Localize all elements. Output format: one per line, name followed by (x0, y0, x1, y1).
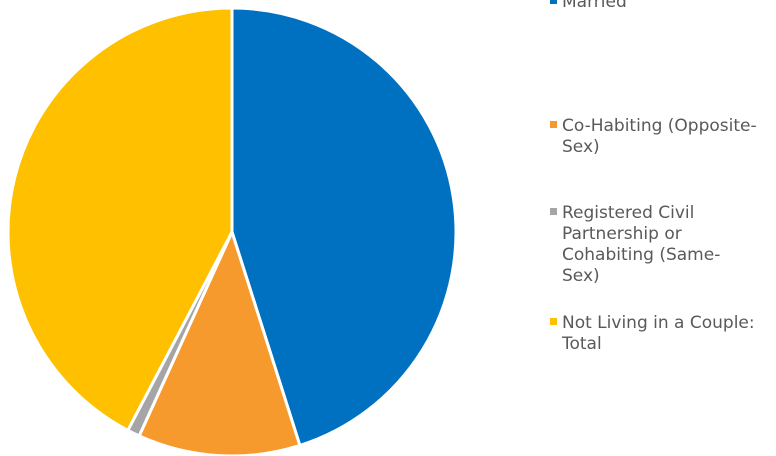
legend-swatch (550, 0, 557, 4)
legend-label: Co-Habiting (Opposite-Sex) (562, 116, 757, 157)
legend-item: Co-Habiting (Opposite-Sex) (550, 116, 762, 158)
legend-item: Registered Civil Partnership or Cohabiti… (550, 203, 742, 287)
legend-swatch (550, 121, 557, 128)
legend-swatch (550, 208, 557, 215)
legend-label: Married (562, 0, 627, 12)
legend-swatch (550, 318, 557, 325)
legend-item: Married (550, 0, 762, 13)
legend-label: Not Living in a Couple: Total (562, 313, 755, 354)
legend-item: Not Living in a Couple: Total (550, 313, 762, 355)
pie-slice (230, 6, 458, 448)
pie-slice (6, 6, 234, 433)
legend-label: Registered Civil Partnership or Cohabiti… (562, 203, 721, 286)
